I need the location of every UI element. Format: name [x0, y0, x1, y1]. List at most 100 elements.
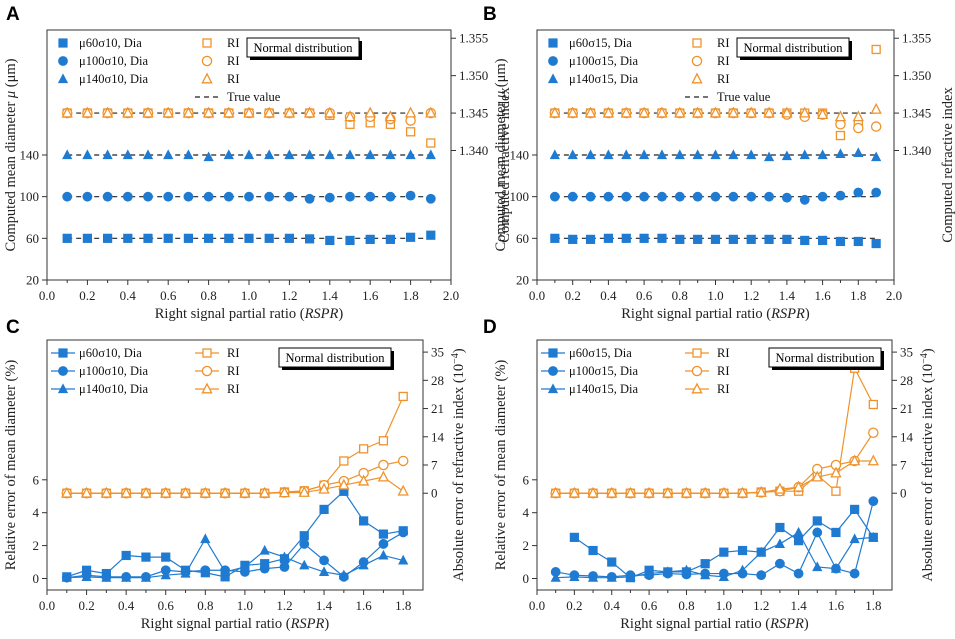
data-point [699, 486, 711, 498]
data-point [120, 486, 132, 498]
data-point [793, 568, 804, 579]
data-point [80, 486, 93, 498]
data-point [745, 106, 757, 118]
data-point [782, 192, 792, 203]
legend-label: μ100σ15, Dia [569, 364, 638, 378]
legend-marker [58, 56, 68, 66]
data-point [569, 532, 579, 542]
y2-axis-label-text: Absolute error of refractive index (10 [451, 364, 467, 582]
data-point [831, 486, 841, 496]
series-line [66, 396, 404, 494]
data-point [397, 484, 409, 496]
data-point [756, 546, 767, 557]
legend-label: μ60σ15, Dia [569, 346, 632, 360]
legend: μ60σ10, Dia RI μ100σ10, Dia RI μ140σ10, Dia R… [57, 36, 281, 104]
panel-B: B 0.0 0.2 0.4 0.6 0.8 1.0 1.2 1.4 1.6 1.8 2.0 20 60 10… [483, 4, 955, 322]
x-tick-label: 2.0 [443, 288, 459, 303]
data-point [624, 486, 637, 498]
data-point [284, 233, 294, 243]
series-line [555, 460, 874, 494]
legend-label: RI [717, 36, 730, 50]
y-axis-label: Relative error of mean diameter (%) [493, 360, 509, 571]
data-point [203, 151, 214, 162]
x-axis-label-text: Right signal partial ratio ( [141, 616, 291, 632]
series-line [555, 501, 874, 578]
data-point [736, 486, 749, 498]
data-point [662, 566, 673, 577]
data-point [817, 191, 828, 202]
data-point [550, 233, 560, 243]
data-point [299, 539, 310, 549]
x-tick-label: 1.4 [790, 598, 807, 613]
data-point [324, 106, 336, 118]
data-point [700, 559, 710, 569]
series-line [555, 432, 874, 494]
data-point [781, 106, 793, 118]
x-tick-label: 1.0 [241, 288, 257, 303]
data-point [377, 470, 390, 482]
legend-label: μ140σ15, Dia [569, 72, 638, 86]
data-point [385, 234, 395, 244]
data-point [61, 572, 72, 582]
data-point [763, 151, 775, 162]
x-tick-label: 1.2 [281, 288, 297, 303]
x-tick-label: 0.6 [160, 288, 177, 303]
data-point [142, 149, 154, 160]
data-point [781, 150, 792, 161]
x-tick-label: 0.2 [566, 598, 582, 613]
x-tick-label: 0.0 [39, 288, 55, 303]
x-tick-label: 0.6 [158, 598, 175, 613]
data-point [339, 456, 349, 466]
y2-tick-label: 28 [431, 373, 444, 388]
data-point [103, 233, 113, 243]
annotation-text: Normal distribution [744, 41, 844, 55]
series-line [66, 476, 404, 494]
y2-tick-label: 14 [431, 429, 445, 444]
data-point [319, 504, 329, 515]
data-point [220, 566, 231, 577]
series-5 [61, 470, 409, 498]
data-point [279, 562, 290, 572]
data-point [406, 232, 416, 242]
y-axis-label-unit: (μm) [3, 58, 19, 91]
data-point [868, 531, 879, 542]
data-point [244, 233, 254, 243]
legend-label: μ100σ15, Dia [569, 54, 638, 68]
data-point [305, 234, 315, 244]
series-line [66, 537, 404, 579]
y2-tick-label: 21 [431, 401, 444, 416]
data-point [404, 106, 417, 118]
data-point [550, 572, 561, 582]
series-5 [549, 102, 882, 122]
data-point [142, 106, 154, 118]
data-point [587, 572, 599, 582]
data-point [81, 106, 94, 118]
data-point [774, 558, 785, 569]
x-axis-label-italic: RSPR [290, 616, 325, 632]
data-point [811, 470, 823, 482]
data-point [143, 233, 153, 243]
series-2 [550, 526, 879, 582]
data-point [853, 187, 864, 198]
y2-tick-label: 35 [431, 345, 444, 360]
y-tick-label: 0 [523, 571, 530, 586]
data-point [163, 149, 174, 160]
data-point [345, 191, 355, 202]
data-point [140, 572, 152, 582]
panel-A: A 0.0 0.2 0.4 0.6 0.8 1.0 1.2 1.4 1.6 1.8 2.0 20 60 10… [3, 4, 513, 322]
legend-label: True value [227, 90, 281, 104]
data-point [567, 191, 578, 202]
x-tick-label: 1.8 [850, 288, 866, 303]
y-tick-label: 2 [33, 538, 40, 553]
data-point [603, 149, 614, 160]
data-point [639, 149, 650, 160]
y2-axis-label: Computed refractive index [940, 87, 955, 243]
annotation-box [278, 347, 392, 368]
data-point [199, 486, 211, 498]
y2-tick-label: 1.355 [902, 31, 931, 46]
data-point [550, 486, 562, 498]
data-point [162, 106, 174, 118]
data-point [426, 138, 436, 148]
data-point [835, 190, 846, 201]
data-point [364, 106, 376, 118]
